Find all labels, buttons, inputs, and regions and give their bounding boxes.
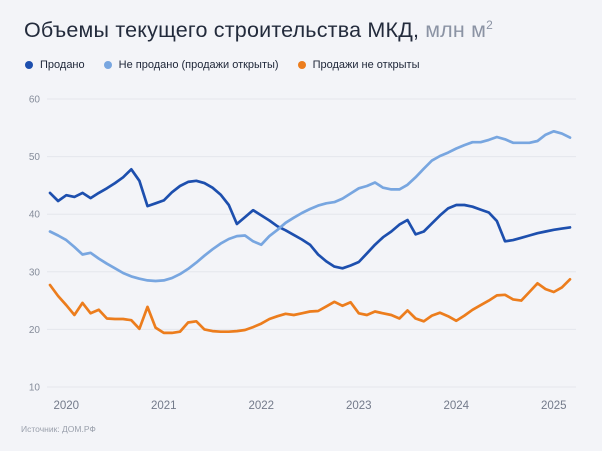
page-title: Объемы текущего строительства МКД, млн м2: [24, 18, 493, 43]
y-tick-label: 20: [29, 325, 41, 336]
title-unit: млн м2: [425, 18, 494, 43]
legend-label-sold: Продано: [40, 59, 85, 71]
legend-item-sold: Продано: [25, 59, 85, 71]
y-tick-label: 30: [29, 267, 41, 278]
x-tick-label: 2024: [444, 400, 470, 412]
x-tick-label: 2021: [151, 400, 177, 412]
legend-label-sales-not-opened: Продажи не открыты: [312, 59, 420, 71]
series-line-sold: [48, 167, 572, 270]
legend-dot-sold: [25, 61, 33, 69]
legend-item-sales-not-opened: Продажи не открыты: [297, 59, 420, 71]
source-note: Источник: ДОМ.РФ: [21, 424, 96, 434]
legend-dot-sales-not-opened: [297, 61, 306, 69]
legend-label-unsold-sales-open: Не продано (продажи открыты): [118, 59, 279, 71]
series-line-unsold-sales-open: [48, 129, 572, 283]
y-tick-label: 60: [29, 95, 41, 106]
x-tick-label: 2025: [541, 400, 567, 412]
series-line-sales-not-opened: [48, 277, 572, 335]
x-tick-label: 2020: [54, 400, 80, 412]
y-tick-label: 10: [29, 383, 41, 394]
y-tick-label: 40: [29, 210, 41, 221]
title-text: Объемы текущего строительства МКД,: [24, 18, 420, 43]
x-tick-label: 2022: [249, 400, 275, 412]
x-tick-label: 2023: [346, 400, 372, 412]
legend-item-unsold-sales-open: Не продано (продажи открыты): [103, 59, 279, 71]
y-tick-label: 50: [29, 152, 41, 163]
legend-dot-unsold-sales-open: [103, 61, 112, 69]
legend: Продано Не продано (продажи открыты) Про…: [25, 59, 420, 71]
